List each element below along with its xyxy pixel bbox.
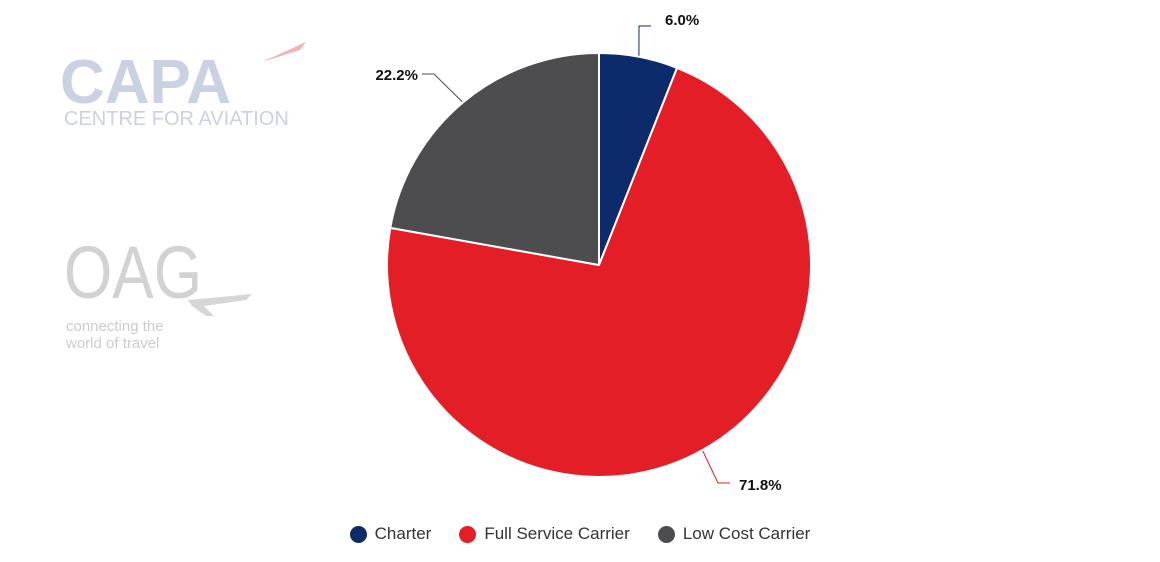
legend-item-full-service-carrier[interactable]: Full Service Carrier [459,524,630,544]
legend: Charter Full Service Carrier Low Cost Ca… [0,524,1160,544]
legend-swatch-full-service-carrier [459,525,477,543]
legend-swatch-charter [349,525,367,543]
legend-item-low-cost-carrier[interactable]: Low Cost Carrier [657,524,811,544]
legend-label-low-cost-carrier: Low Cost Carrier [682,524,811,543]
pie-slice-full-service-carrier[interactable] [386,66,812,478]
data-label-full-service-carrier: 71.8% [739,477,782,494]
legend-swatch-low-cost-carrier [657,525,675,543]
data-labels: 6.0% 71.8% 22.2% [375,12,781,494]
oag-logo-text: OAG [64,231,202,314]
oag-logo: OAG connecting the world of travel [64,231,252,352]
legend-label-full-service-carrier: Full Service Carrier [484,524,630,543]
legend-label-charter: Charter [374,524,432,543]
oag-tagline-line1: connecting the [66,318,164,335]
airplane-icon [188,294,252,316]
watermark-logos: CAPA CENTRE FOR AVIATION OAG connecting … [60,42,306,352]
data-label-charter: 6.0% [665,12,699,29]
leader-line-full-service-carrier [702,450,730,484]
pie-slices [386,52,812,478]
leader-line-charter [638,25,651,56]
capa-logo: CAPA CENTRE FOR AVIATION [60,42,306,130]
leader-line-low-cost-carrier [422,73,463,103]
pie-slice-low-cost-carrier[interactable] [389,52,600,266]
data-label-low-cost-carrier: 22.2% [375,67,418,84]
oag-tagline-line2: world of travel [65,335,159,352]
capa-tagline: CENTRE FOR AVIATION [64,108,289,130]
legend-item-charter[interactable]: Charter [349,524,432,544]
capa-logo-swoosh [262,42,306,62]
capa-logo-text: CAPA [60,48,231,117]
leader-lines [422,25,730,484]
